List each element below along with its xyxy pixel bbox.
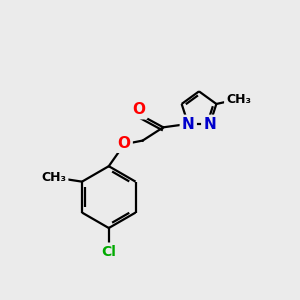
Text: O: O (133, 102, 146, 117)
Text: N: N (203, 117, 216, 132)
Text: O: O (118, 136, 130, 151)
Text: Cl: Cl (101, 244, 116, 259)
Text: N: N (182, 117, 195, 132)
Text: CH₃: CH₃ (41, 171, 67, 184)
Text: CH₃: CH₃ (226, 93, 251, 106)
